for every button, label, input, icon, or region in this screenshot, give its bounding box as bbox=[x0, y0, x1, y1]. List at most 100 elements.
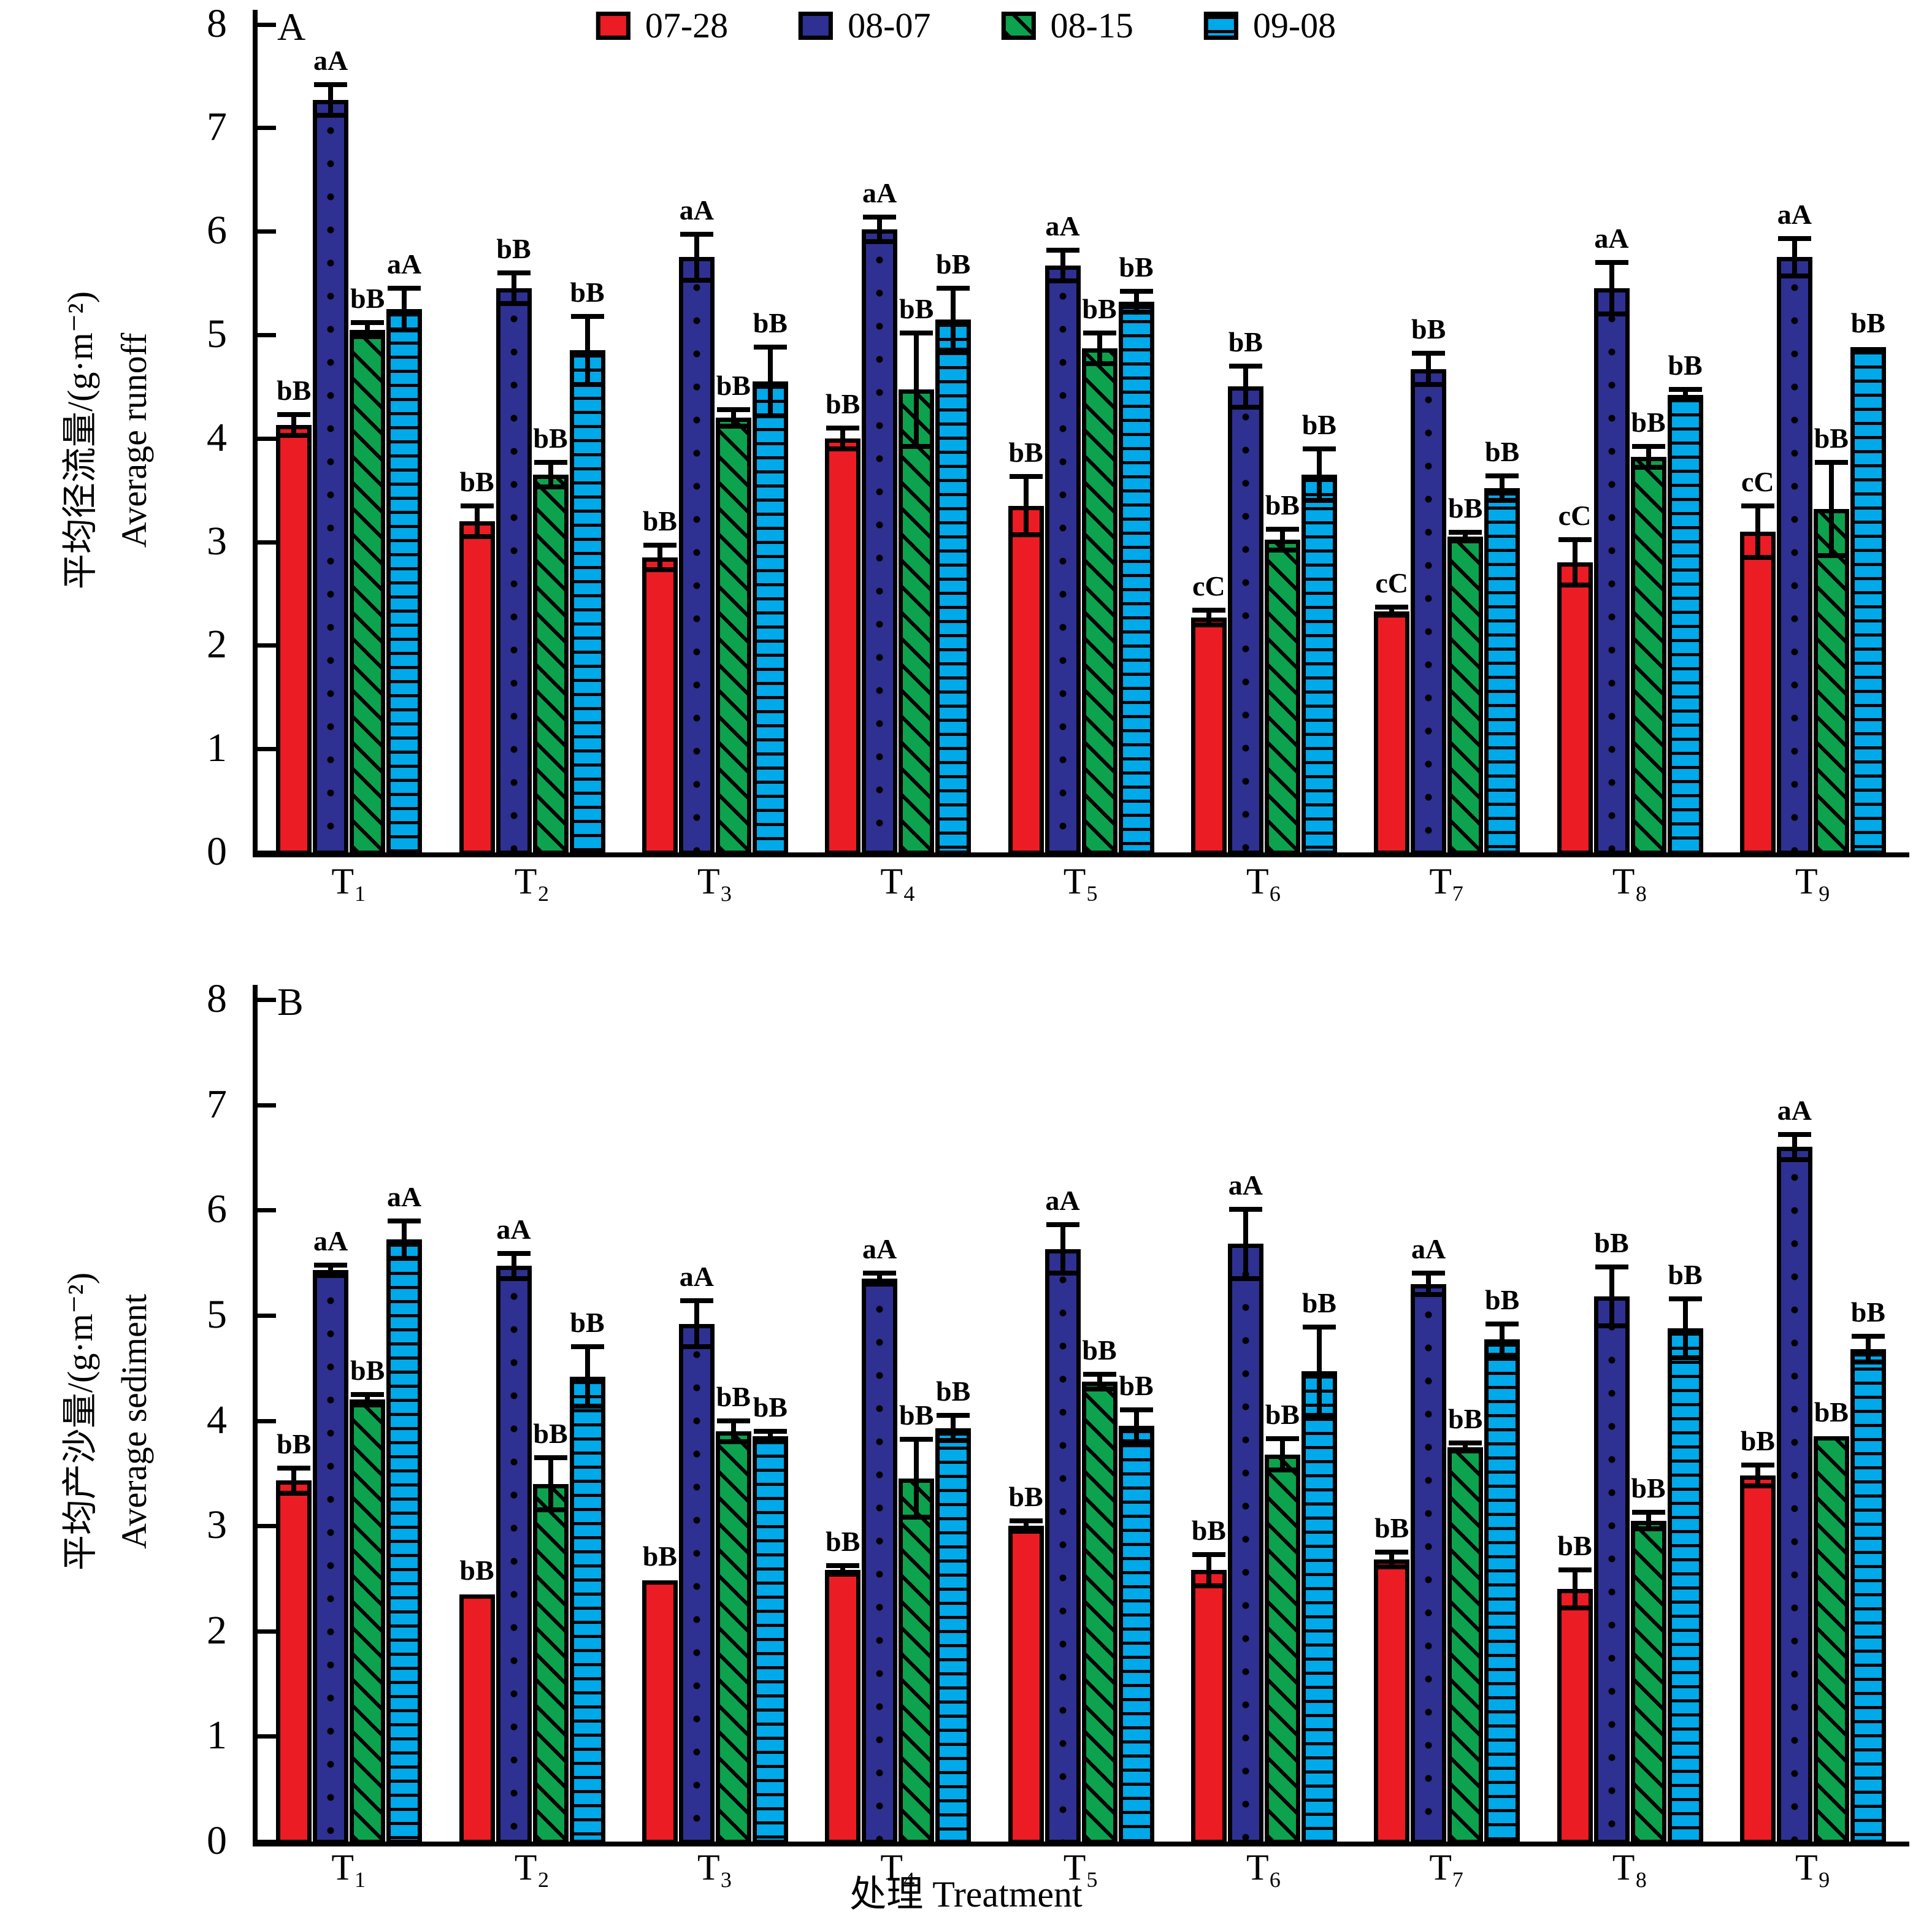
error-bar-07-28-T₁ bbox=[291, 1467, 297, 1493]
bar-09-08-T₇ bbox=[1484, 1339, 1520, 1844]
significance-letter-09-08-T₇: bB bbox=[1485, 1284, 1520, 1315]
significance-letter-09-08-T₂: bB bbox=[570, 276, 605, 308]
error-cap-top-07-28-T₄ bbox=[826, 1563, 860, 1569]
error-bar-08-15-T₂ bbox=[548, 1457, 553, 1510]
significance-letter-08-15-T₃: bB bbox=[716, 369, 751, 401]
error-bar-09-08-T₉ bbox=[1865, 1336, 1871, 1362]
error-bar-09-08-T₄ bbox=[951, 288, 956, 351]
bar-08-07-T₄ bbox=[862, 1278, 898, 1844]
bar-08-15-T₂ bbox=[532, 1483, 569, 1844]
y-tick-label: 1 bbox=[207, 1713, 227, 1758]
error-bar-09-08-T₈ bbox=[1682, 389, 1688, 400]
bar-07-28-T₃ bbox=[642, 1580, 678, 1844]
bar-09-08-T₁ bbox=[386, 308, 423, 855]
bar-09-08-T₁ bbox=[386, 1239, 423, 1844]
error-bar-07-28-T₃ bbox=[657, 545, 662, 570]
significance-letter-09-08-T₈: bB bbox=[1668, 1258, 1703, 1290]
bar-07-28-T₄ bbox=[825, 1570, 861, 1844]
error-bar-08-07-T₈ bbox=[1609, 262, 1614, 315]
error-bar-09-08-T₆ bbox=[1316, 1326, 1322, 1416]
error-bar-08-07-T₂ bbox=[511, 1253, 516, 1279]
error-cap-bottom-07-28-T₁ bbox=[277, 432, 311, 438]
error-bar-09-08-T₁ bbox=[402, 288, 407, 330]
error-cap-bottom-08-07-T₄ bbox=[863, 239, 897, 245]
legend-label: 08-07 bbox=[848, 6, 931, 45]
error-bar-09-08-T₅ bbox=[1133, 1410, 1139, 1442]
panel-B-y-axis bbox=[253, 985, 258, 1846]
error-cap-top-07-28-T₅ bbox=[1009, 1518, 1043, 1523]
error-bar-09-08-T₁ bbox=[402, 1220, 407, 1259]
error-cap-top-08-07-T₁ bbox=[314, 1262, 348, 1268]
error-bar-07-28-T₉ bbox=[1755, 1464, 1760, 1486]
significance-letter-09-08-T₆: bB bbox=[1301, 408, 1336, 440]
error-bar-08-15-T₉ bbox=[1828, 462, 1834, 556]
significance-letter-08-15-T₅: bB bbox=[1082, 1334, 1117, 1366]
bar-08-15-T₃ bbox=[715, 418, 751, 855]
significance-letter-08-07-T₆: bB bbox=[1228, 326, 1263, 358]
error-cap-top-09-08-T₇ bbox=[1485, 473, 1519, 478]
y-tick bbox=[258, 1524, 276, 1529]
y-tick-label: 0 bbox=[207, 1818, 227, 1863]
significance-letter-08-15-T₄: bB bbox=[899, 1399, 934, 1431]
error-cap-bottom-08-15-T₃ bbox=[716, 423, 750, 429]
error-bar-08-07-T₅ bbox=[1060, 1225, 1065, 1274]
error-cap-top-07-28-T₄ bbox=[826, 425, 860, 430]
error-cap-top-08-07-T₅ bbox=[1046, 247, 1079, 253]
error-cap-top-08-15-T₁ bbox=[351, 320, 385, 325]
y-tick-label: 6 bbox=[207, 208, 227, 253]
bar-09-08-T₈ bbox=[1667, 1328, 1703, 1844]
bar-08-15-T₁ bbox=[350, 329, 386, 855]
y-tick bbox=[258, 747, 276, 752]
y-tick-label: 7 bbox=[207, 1081, 227, 1127]
significance-letter-08-15-T₃: bB bbox=[716, 1380, 751, 1412]
error-cap-bottom-08-07-T₅ bbox=[1046, 278, 1079, 284]
y-tick-label: 0 bbox=[207, 829, 227, 874]
error-cap-bottom-08-15-T₅ bbox=[1083, 1387, 1116, 1392]
significance-letter-08-07-T₆: aA bbox=[1228, 1169, 1263, 1201]
error-cap-top-08-15-T₄ bbox=[900, 1437, 933, 1442]
bar-08-07-T₃ bbox=[678, 1323, 715, 1844]
error-bar-08-15-T₁ bbox=[365, 322, 370, 337]
error-cap-bottom-08-15-T₄ bbox=[900, 444, 933, 450]
bar-07-28-T₅ bbox=[1008, 1526, 1044, 1844]
bar-08-07-T₃ bbox=[678, 257, 715, 855]
significance-letter-09-08-T₉: bB bbox=[1850, 1296, 1885, 1328]
error-cap-bottom-09-08-T₃ bbox=[753, 1439, 787, 1444]
error-bar-08-07-T₁ bbox=[328, 1265, 334, 1276]
significance-letter-08-07-T₁: aA bbox=[313, 1225, 348, 1257]
error-bar-09-08-T₇ bbox=[1500, 1323, 1505, 1356]
bar-07-28-T₇ bbox=[1374, 1559, 1410, 1844]
error-cap-bottom-07-28-T₈ bbox=[1558, 1605, 1592, 1611]
y-tick-label: 6 bbox=[207, 1187, 227, 1232]
bar-08-07-T₇ bbox=[1411, 1284, 1447, 1844]
error-bar-08-07-T₆ bbox=[1243, 1209, 1248, 1279]
error-cap-bottom-08-07-T₄ bbox=[863, 1281, 897, 1287]
y-tick-label: 2 bbox=[207, 1607, 227, 1653]
error-cap-bottom-08-07-T₆ bbox=[1229, 405, 1262, 410]
bar-09-08-T₄ bbox=[935, 319, 972, 855]
error-cap-bottom-09-08-T₅ bbox=[1119, 1439, 1153, 1444]
significance-letter-07-28-T₉: bB bbox=[1740, 1425, 1775, 1456]
error-cap-bottom-08-15-T₆ bbox=[1265, 548, 1299, 553]
significance-letter-07-28-T₈: cC bbox=[1558, 500, 1592, 532]
error-cap-bottom-09-08-T₉ bbox=[1851, 1359, 1885, 1364]
error-cap-top-08-07-T₆ bbox=[1229, 1206, 1262, 1212]
error-cap-bottom-09-08-T₆ bbox=[1302, 498, 1336, 503]
error-cap-bottom-08-07-T₈ bbox=[1595, 312, 1628, 317]
bar-08-15-T₉ bbox=[1813, 1436, 1849, 1844]
bar-08-15-T₂ bbox=[532, 474, 569, 855]
error-bar-08-07-T₃ bbox=[694, 234, 699, 280]
significance-letter-08-15-T₇: bB bbox=[1448, 1402, 1483, 1434]
significance-letter-09-08-T₉: bB bbox=[1850, 307, 1885, 339]
bar-07-28-T₇ bbox=[1374, 611, 1410, 855]
bar-07-28-T₂ bbox=[459, 1594, 495, 1844]
error-cap-top-08-07-T₉ bbox=[1777, 1131, 1811, 1137]
error-cap-bottom-08-07-T₃ bbox=[680, 1344, 713, 1350]
x-tick-label-T₁: T₁ bbox=[331, 861, 367, 901]
significance-letter-09-08-T₃: bB bbox=[753, 1391, 788, 1423]
error-cap-bottom-08-07-T₁ bbox=[314, 113, 348, 118]
bar-09-08-T₇ bbox=[1484, 488, 1520, 855]
bar-08-15-T₅ bbox=[1081, 348, 1117, 855]
y-tick-label: 1 bbox=[207, 725, 227, 771]
error-cap-top-09-08-T₇ bbox=[1485, 1321, 1519, 1326]
